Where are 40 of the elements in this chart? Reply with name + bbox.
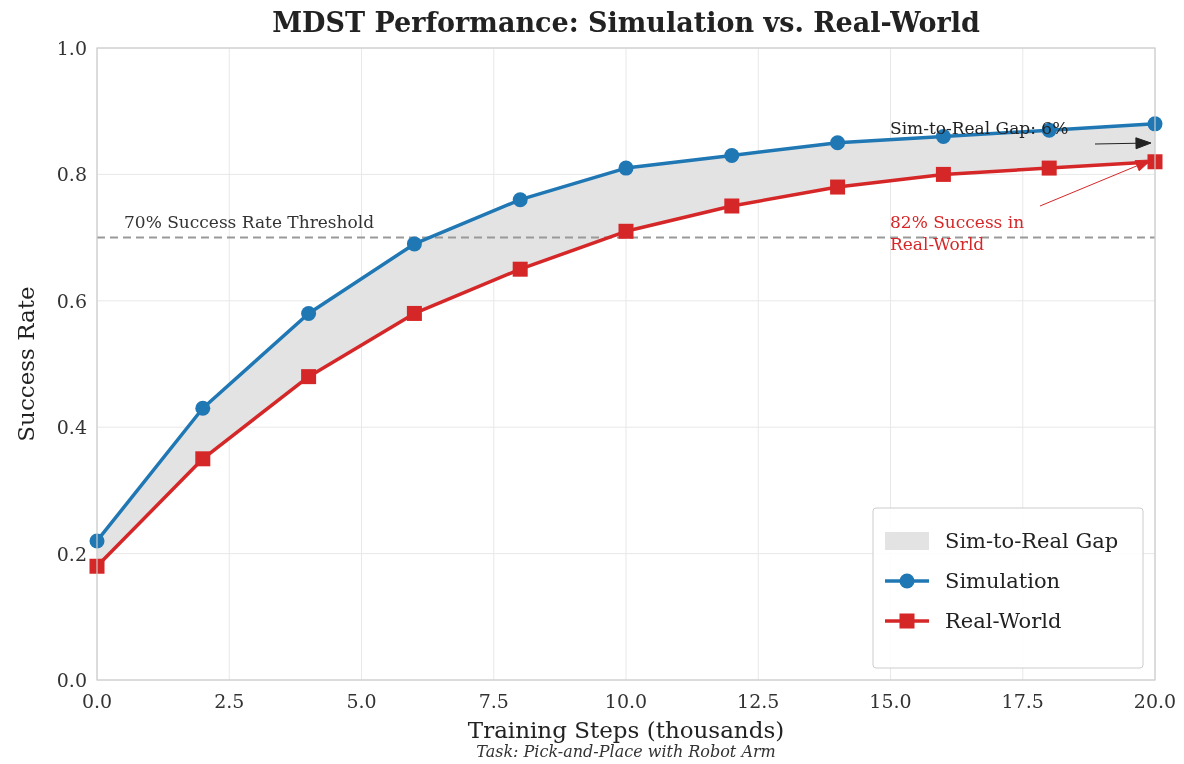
point <box>512 192 528 208</box>
point <box>830 135 846 151</box>
point <box>301 369 317 385</box>
point <box>406 236 422 252</box>
point <box>830 179 846 195</box>
x-tick-label: 7.5 <box>478 690 509 712</box>
point <box>406 305 422 321</box>
point <box>618 160 634 176</box>
x-tick-label: 20.0 <box>1133 690 1177 712</box>
y-tick-label: 0.2 <box>56 542 87 565</box>
chart-title: MDST Performance: Simulation vs. Real-World <box>272 7 980 38</box>
y-tick-label: 0.6 <box>56 289 87 312</box>
annotation: 82% Success in Real-World <box>890 212 1025 254</box>
x-tick-label: 15.0 <box>869 690 912 712</box>
point <box>935 166 951 182</box>
x-tick-label: 12.5 <box>737 690 780 712</box>
point <box>724 198 740 214</box>
x-tick-label: 10.0 <box>604 690 648 712</box>
y-tick-label: 0.8 <box>56 163 87 186</box>
y-tick-label: 1.0 <box>56 37 87 59</box>
y-axis-title: Success Rate <box>13 286 39 442</box>
point <box>301 305 317 321</box>
annotation: Sim-to-Real Gap <box>945 529 1119 553</box>
point <box>618 223 634 239</box>
x-axis-title: Training Steps (thousands) <box>467 717 785 743</box>
x-tick-label: 17.5 <box>1001 690 1044 712</box>
y-tick-label: 0.0 <box>56 669 87 691</box>
legend-label: Simulation <box>945 569 1061 593</box>
point <box>512 261 528 277</box>
x-tick-label: 0.0 <box>81 690 113 712</box>
point <box>195 400 211 416</box>
point <box>195 451 211 467</box>
point <box>724 147 740 163</box>
y-tick-label: 0.4 <box>56 416 87 439</box>
ref-line-label: 70% Success Rate Threshold <box>124 211 375 232</box>
point <box>1041 160 1057 176</box>
legend-label: Real-World <box>945 609 1062 633</box>
x-tick-label: 5.0 <box>346 690 377 712</box>
text: Task: Pick-and-Place with Robot Arm <box>476 742 776 761</box>
x-tick-label: 2.5 <box>214 690 245 712</box>
